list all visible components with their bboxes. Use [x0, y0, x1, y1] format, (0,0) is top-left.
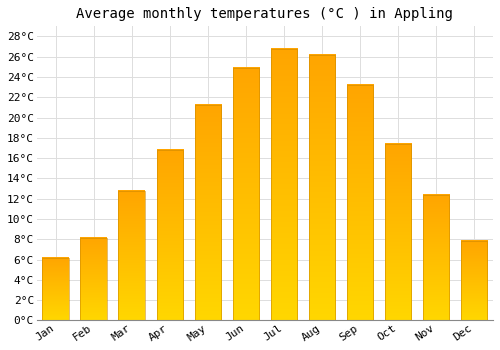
Title: Average monthly temperatures (°C ) in Appling: Average monthly temperatures (°C ) in Ap… — [76, 7, 454, 21]
Bar — [118, 191, 145, 321]
Bar — [384, 144, 411, 321]
Bar — [80, 238, 107, 321]
Bar — [194, 105, 221, 321]
Bar — [422, 195, 450, 321]
Bar — [156, 150, 183, 321]
Bar — [42, 258, 69, 321]
Bar — [346, 85, 374, 321]
Bar — [270, 49, 297, 321]
Bar — [308, 55, 335, 321]
Bar — [232, 68, 259, 321]
Bar — [460, 241, 487, 321]
